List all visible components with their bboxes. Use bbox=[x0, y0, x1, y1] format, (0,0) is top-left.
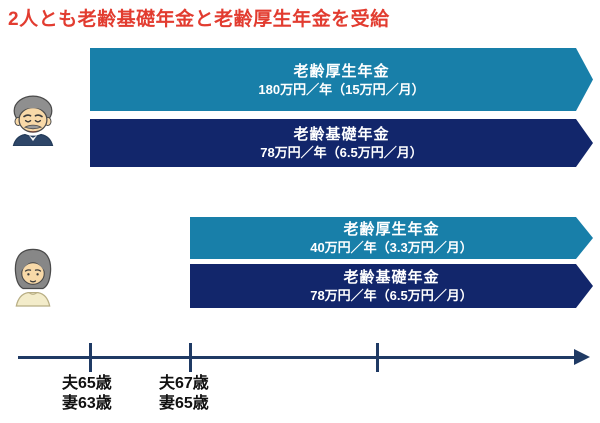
timeline-tick-3 bbox=[376, 343, 379, 372]
timeline-label-2-line1: 夫67歳 bbox=[159, 375, 209, 392]
timeline-label-2: 夫67歳 妻65歳 bbox=[159, 374, 209, 414]
timeline-label-1: 夫65歳 妻63歳 bbox=[62, 374, 112, 414]
husband-kiso-pension-arrow: 老齢基礎年金 78万円／年（6.5万円／月） bbox=[90, 119, 593, 167]
arrow-title: 老齢厚生年金 bbox=[343, 221, 440, 238]
wife-kosei-pension-arrow: 老齢厚生年金 40万円／年（3.3万円／月） bbox=[190, 217, 593, 259]
husband-kosei-pension-arrow: 老齢厚生年金 180万円／年（15万円／月） bbox=[90, 48, 593, 111]
timeline-tick-1 bbox=[89, 343, 92, 372]
arrow-title: 老齢基礎年金 bbox=[293, 126, 390, 143]
right-arrowhead-icon bbox=[574, 349, 590, 365]
page-title: 2人とも老齢基礎年金と老齢厚生年金を受給 bbox=[8, 9, 390, 30]
elderly-woman-illustration bbox=[14, 248, 52, 307]
timeline-tick-2 bbox=[189, 343, 192, 372]
timeline-label-2-line2: 妻65歳 bbox=[159, 395, 209, 412]
elderly-man-icon bbox=[8, 92, 58, 146]
arrow-amount: 78万円／年（6.5万円／月） bbox=[260, 145, 423, 160]
timeline-label-1-line2: 妻63歳 bbox=[62, 395, 112, 412]
timeline-label-1-line1: 夫65歳 bbox=[62, 375, 112, 392]
arrow-amount: 40万円／年（3.3万円／月） bbox=[310, 240, 473, 255]
elderly-man-illustration bbox=[12, 95, 54, 146]
arrow-title: 老齢厚生年金 bbox=[293, 62, 390, 80]
wife-kiso-pension-arrow: 老齢基礎年金 78万円／年（6.5万円／月） bbox=[190, 264, 593, 308]
timeline-axis bbox=[18, 356, 576, 359]
arrow-amount: 180万円／年（15万円／月） bbox=[258, 81, 425, 97]
arrow-title: 老齢基礎年金 bbox=[343, 269, 440, 286]
arrow-amount: 78万円／年（6.5万円／月） bbox=[310, 288, 473, 303]
elderly-woman-icon bbox=[8, 245, 58, 307]
